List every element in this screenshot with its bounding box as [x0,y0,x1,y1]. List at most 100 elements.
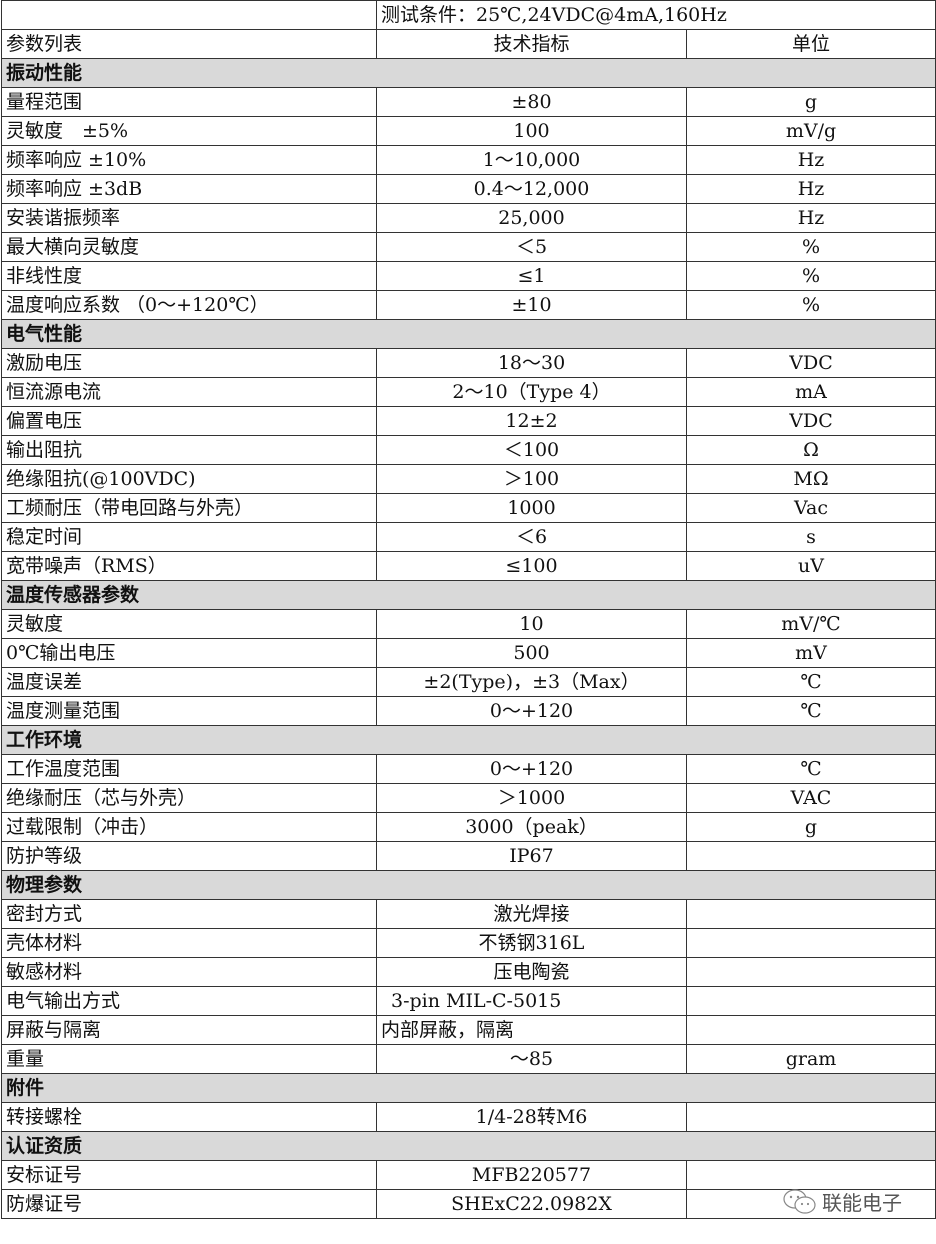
value-cell: 内部屏蔽，隔离 [376,1015,687,1045]
unit-cell: VDC [685,406,936,436]
value-cell: 100 [376,116,687,146]
section-title: 工作环境 [0,725,936,755]
wechat-icon [783,1188,816,1214]
param-cell: 输出阻抗 [1,435,377,465]
table-row: 灵敏度 10 mV/℃ [1,609,936,639]
value-cell: ＜6 [376,522,687,552]
table-row: 最大横向灵敏度 ＜5% [1,232,936,262]
unit-cell: % [685,290,936,320]
param-cell: 重量 [1,1044,377,1074]
value-cell: 2～10（Type 4） [376,377,687,407]
unit-cell: Hz [685,174,936,204]
section-header-row: 振动性能 [0,58,936,88]
table-row: 重量 ～85 gram [1,1044,936,1074]
unit-cell: gram [685,1044,936,1074]
table-row: 0℃输出电压 500 mV [1,638,936,668]
table-row: 温度测量范围 0～+120 ℃ [1,696,936,726]
test-condition: 测试条件：25℃,24VDC@4mA,160Hz [375,0,936,30]
section-header-row: 认证资质 [0,1131,936,1161]
unit-cell [685,928,936,958]
section-header-row: 温度传感器参数 [0,580,936,610]
table-row: 防爆证号 SHExC22.0982X [1,1189,936,1219]
unit-cell: ℃ [685,667,936,697]
table-row: 宽带噪声（RMS） ≤100 uV [1,551,936,581]
param-cell: 温度误差 [1,667,377,697]
value-cell: IP67 [376,841,687,871]
param-cell: 安装谐振频率 [1,203,377,233]
unit-cell: ℃ [685,754,936,784]
param-cell: 绝缘耐压（芯与外壳） [1,783,377,813]
param-cell: 最大横向灵敏度 [1,232,377,262]
param-cell: 防护等级 [1,841,377,871]
section-header-row: 工作环境 [0,725,936,755]
unit-cell: Hz [685,203,936,233]
unit-cell: mV/g [685,116,936,146]
unit-cell: MΩ [685,464,936,494]
param-cell: 恒流源电流 [1,377,377,407]
param-cell: 工作温度范围 [1,754,377,784]
section-title: 电气性能 [0,319,936,349]
table-row: 温度误差 ±2(Type)，±3（Max） ℃ [1,667,936,697]
unit-cell: s [685,522,936,552]
param-cell: 工频耐压（带电回路与外壳） [1,493,377,523]
unit-cell [685,841,936,871]
value-cell: 0～+120 [376,754,687,784]
header-unit: 单位 [685,29,936,59]
section-title: 振动性能 [0,58,936,88]
table-row: 壳体材料 不锈钢316L [1,928,936,958]
unit-cell: mV [685,638,936,668]
unit-cell: ℃ [685,696,936,726]
value-cell: 压电陶瓷 [376,957,687,987]
param-cell: 量程范围 [1,87,377,117]
value-cell: 1/4-28转M6 [376,1102,687,1132]
header-row: 参数列表 技术指标 单位 [1,29,936,59]
param-cell: 偏置电压 [1,406,377,436]
table-row: 灵敏度 ±5% 100 mV/g [1,116,936,146]
unit-cell [685,899,936,929]
table-row: 工作温度范围 0～+120 ℃ [1,754,936,784]
unit-cell: g [685,87,936,117]
section-header-row: 电气性能 [0,319,936,349]
table-row: 非线性度 ≤1% [1,261,936,291]
param-cell: 敏感材料 [1,957,377,987]
table-row: 频率响应 ±10% 1～10,000 Hz [1,145,936,175]
table-row: 屏蔽与隔离 内部屏蔽，隔离 [1,1015,936,1045]
table-row: 密封方式 激光焊接 [1,899,936,929]
spec-table: 测试条件：25℃,24VDC@4mA,160Hz 参数列表 技术指标 单位 振动… [0,0,936,1219]
section-title: 温度传感器参数 [0,580,936,610]
unit-cell: VDC [685,348,936,378]
value-cell: ≤100 [376,551,687,581]
value-cell: 0.4～12,000 [376,174,687,204]
table-row: 绝缘阻抗(@100VDC) ＞100 MΩ [1,464,936,494]
unit-cell [685,1015,936,1045]
value-cell: ＜5 [376,232,687,262]
section-header-row: 附件 [0,1073,936,1103]
test-condition-row: 测试条件：25℃,24VDC@4mA,160Hz [1,0,936,30]
value-cell: 3-pin MIL-C-5015 [376,986,687,1016]
section-header-row: 物理参数 [0,870,936,900]
table-row: 工频耐压（带电回路与外壳） 1000 Vac [1,493,936,523]
value-cell: 12±2 [376,406,687,436]
param-cell: 屏蔽与隔离 [1,1015,377,1045]
param-cell: 频率响应 ±3dB [1,174,377,204]
param-cell: 过载限制（冲击） [1,812,377,842]
param-cell: 非线性度 [1,261,377,291]
param-cell: 温度测量范围 [1,696,377,726]
value-cell: 18～30 [376,348,687,378]
param-cell: 防爆证号 [1,1189,377,1219]
param-cell: 安标证号 [1,1160,377,1190]
table-row: 偏置电压 12±2 VDC [1,406,936,436]
param-cell: 激励电压 [1,348,377,378]
unit-cell: Hz [685,145,936,175]
param-cell: 绝缘阻抗(@100VDC) [1,464,377,494]
value-cell: 1000 [376,493,687,523]
param-cell: 灵敏度 [1,609,377,639]
value-cell: 1～10,000 [376,145,687,175]
section-title: 认证资质 [0,1131,936,1161]
unit-cell [685,986,936,1016]
table-row: 绝缘耐压（芯与外壳） ＞1000 VAC [1,783,936,813]
section-title: 附件 [0,1073,936,1103]
unit-cell [685,1102,936,1132]
param-cell: 电气输出方式 [1,986,377,1016]
unit-cell: g [685,812,936,842]
